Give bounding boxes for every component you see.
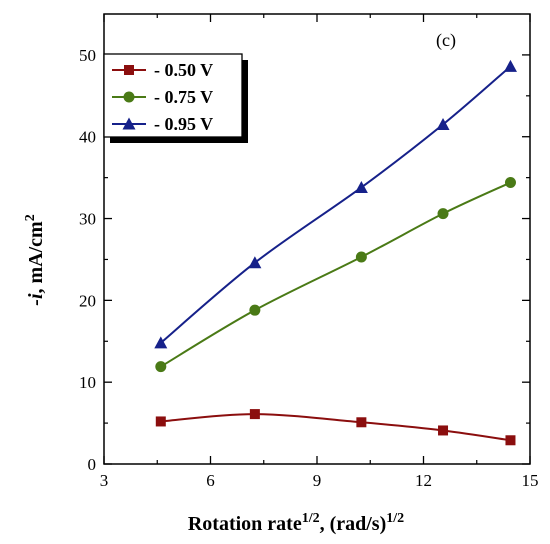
data-point-series-1 [505, 435, 516, 446]
y-axis-title: -i, mA/cm2 [23, 214, 47, 305]
data-point-series-3 [248, 256, 262, 269]
data-point-series-1 [356, 417, 367, 428]
y-tick-label: 20 [79, 291, 96, 310]
x-axis-title: Rotation rate1/2, (rad/s)1/2 [188, 511, 404, 535]
legend-marker-1 [124, 65, 134, 75]
x-tick-label: 12 [415, 471, 432, 490]
legend-marker-2 [123, 91, 135, 103]
legend-marker-3 [122, 117, 136, 130]
data-point-series-1 [155, 416, 166, 427]
legend-label-3: - 0.95 V [154, 114, 213, 134]
legend-label-1: - 0.50 V [154, 60, 213, 80]
legend: - 0.50 V - 0.75 V - 0.95 V [103, 53, 248, 143]
x-tick-label: 6 [206, 471, 215, 490]
data-point-series-2 [355, 251, 367, 263]
data-point-series-2 [437, 208, 449, 220]
y-tick-label: 30 [79, 210, 96, 229]
y-tick-label: 10 [79, 373, 96, 392]
data-point-series-1 [249, 409, 260, 420]
legend-label-2: - 0.75 V [154, 87, 213, 107]
series-line-1 [160, 413, 511, 442]
data-point-series-2 [249, 304, 261, 316]
x-tick-label: 9 [313, 471, 322, 490]
y-tick-label: 50 [79, 46, 96, 65]
series-markers [154, 59, 517, 446]
y-tick-label: 0 [88, 455, 97, 474]
data-point-series-2 [155, 361, 167, 373]
data-point-series-1 [438, 425, 449, 436]
data-point-series-3 [354, 180, 368, 193]
data-point-series-3 [154, 336, 168, 349]
data-point-series-3 [436, 117, 450, 130]
y-tick-label: 40 [79, 128, 96, 147]
series-line-2 [160, 181, 511, 368]
axis-tick-labels: 3 6 9 12 15 0 10 20 30 40 50 [79, 46, 539, 490]
data-point-series-3 [503, 59, 517, 72]
data-point-series-2 [504, 177, 516, 189]
x-tick-label: 15 [522, 471, 539, 490]
panel-label: (c) [436, 30, 456, 51]
x-tick-label: 3 [100, 471, 109, 490]
